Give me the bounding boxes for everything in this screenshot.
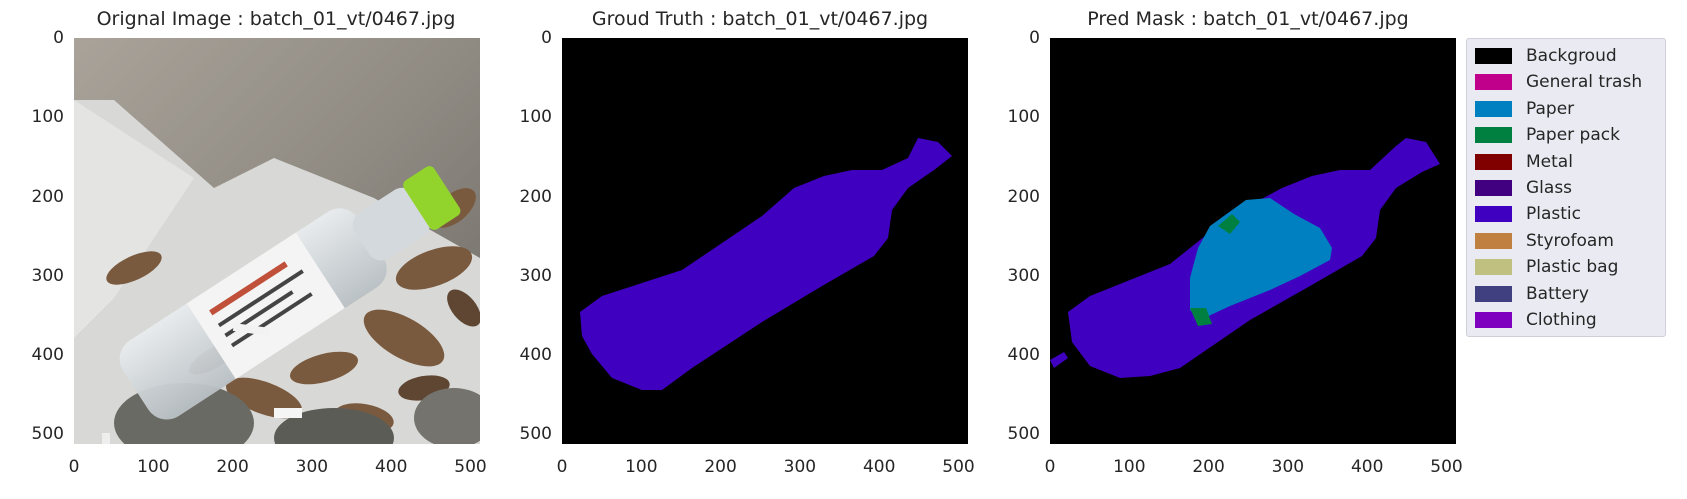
legend-swatch [1475,285,1512,302]
x-tick-label: 0 [556,457,568,477]
legend-label: General trash [1526,72,1643,93]
x-tick-label: 300 [295,457,329,477]
legend-label: Plastic [1526,204,1581,225]
x-tick-label: 500 [1430,457,1463,477]
x-tick-label: 300 [1271,457,1305,477]
original-photo [74,38,480,444]
y-tick-label: 0 [53,28,64,48]
y-tick-label: 400 [519,345,552,366]
legend-item: Clothing [1475,309,1597,331]
legend-label: Styrofoam [1526,230,1614,251]
paper-pack-region-pred [1218,214,1240,234]
legend-swatch [1475,259,1512,276]
y-tick-label: 500 [1007,424,1040,445]
x-tick-label: 200 [1192,457,1225,477]
plastic-region-gt [580,138,952,390]
legend-item: Plastic [1475,203,1581,225]
y-tick-label: 500 [519,424,552,445]
legend-label: Plastic bag [1526,257,1619,278]
x-tick-label: 400 [862,457,896,477]
plastic-fragment-pred [1050,352,1068,368]
y-tick-label: 300 [31,265,64,286]
legend: Backgroud General trash Paper Paper pack Met… [1466,38,1666,337]
x-tick-label: 200 [704,457,737,477]
legend-swatch [1475,74,1512,91]
y-tick-label: 100 [519,107,552,128]
legend-label: Backgroud [1526,46,1617,66]
y-tick-label: 0 [541,28,552,48]
ground-truth-panel: Groud Truth : batch_01_vt/0467.jpg [562,8,968,444]
y-tick-label: 100 [31,107,64,128]
legend-label: Metal [1526,151,1573,172]
ground-truth-mask [562,38,968,444]
legend-label: Paper pack [1526,125,1620,146]
legend-label: Battery [1526,283,1589,304]
paper-pack-region-pred-2 [1190,308,1212,326]
x-tick-label: 200 [216,457,249,477]
legend-item: Metal [1475,151,1573,173]
legend-swatch [1475,153,1512,170]
ground-truth-title: Groud Truth : batch_01_vt/0467.jpg [591,8,929,30]
x-tick-label: 100 [1113,457,1146,477]
pred-mask-panel: Pred Mask : batch_01_vt/0467.jpg [1050,8,1456,444]
x-tick-label: 300 [783,457,817,477]
y-tick-label: 200 [31,186,64,207]
legend-swatch [1475,127,1512,144]
y-tick-label: 500 [31,424,64,445]
x-tick-label: 400 [374,457,408,477]
legend-item: Glass [1475,177,1572,199]
y-tick-label: 200 [519,186,552,207]
original-image-panel: Orignal Image : batch_01_vt/0467.jpg [0,0,500,499]
pred-mask-title: Pred Mask : batch_01_vt/0467.jpg [1087,8,1409,30]
y-tick-label: 400 [1007,345,1040,366]
x-tick-label: 100 [625,457,658,477]
x-tick-label: 500 [454,457,487,477]
y-tick-label: 400 [31,345,64,366]
legend-item: Paper pack [1475,124,1620,146]
legend-item: Styrofoam [1475,230,1614,252]
y-tick-label: 300 [1007,265,1040,286]
x-tick-label: 0 [1044,457,1056,477]
legend-label: Clothing [1526,310,1597,330]
y-tick-label: 100 [1007,107,1040,128]
y-tick-label: 0 [1029,28,1040,48]
legend-label: Glass [1526,178,1573,198]
legend-item: Backgroud [1475,45,1617,67]
legend-label: Paper [1526,98,1575,119]
x-tick-label: 100 [137,457,170,477]
x-tick-label: 400 [1350,457,1384,477]
x-tick-label: 0 [68,457,80,477]
legend-swatch [1475,312,1512,328]
legend-swatch [1475,232,1512,249]
y-tick-label: 300 [519,265,552,286]
pred-mask [1050,38,1456,444]
legend-swatch [1475,180,1512,196]
legend-swatch [1475,48,1512,64]
legend-item: Paper [1475,98,1574,120]
x-tick-label: 500 [942,457,975,477]
legend-swatch [1475,206,1512,223]
legend-item: Battery [1475,283,1589,305]
legend-swatch [1475,100,1512,117]
legend-item: General trash [1475,71,1642,93]
legend-item: Plastic bag [1475,256,1618,278]
y-tick-label: 200 [1007,186,1040,207]
original-image-title: Orignal Image : batch_01_vt/0467.jpg [96,8,456,30]
